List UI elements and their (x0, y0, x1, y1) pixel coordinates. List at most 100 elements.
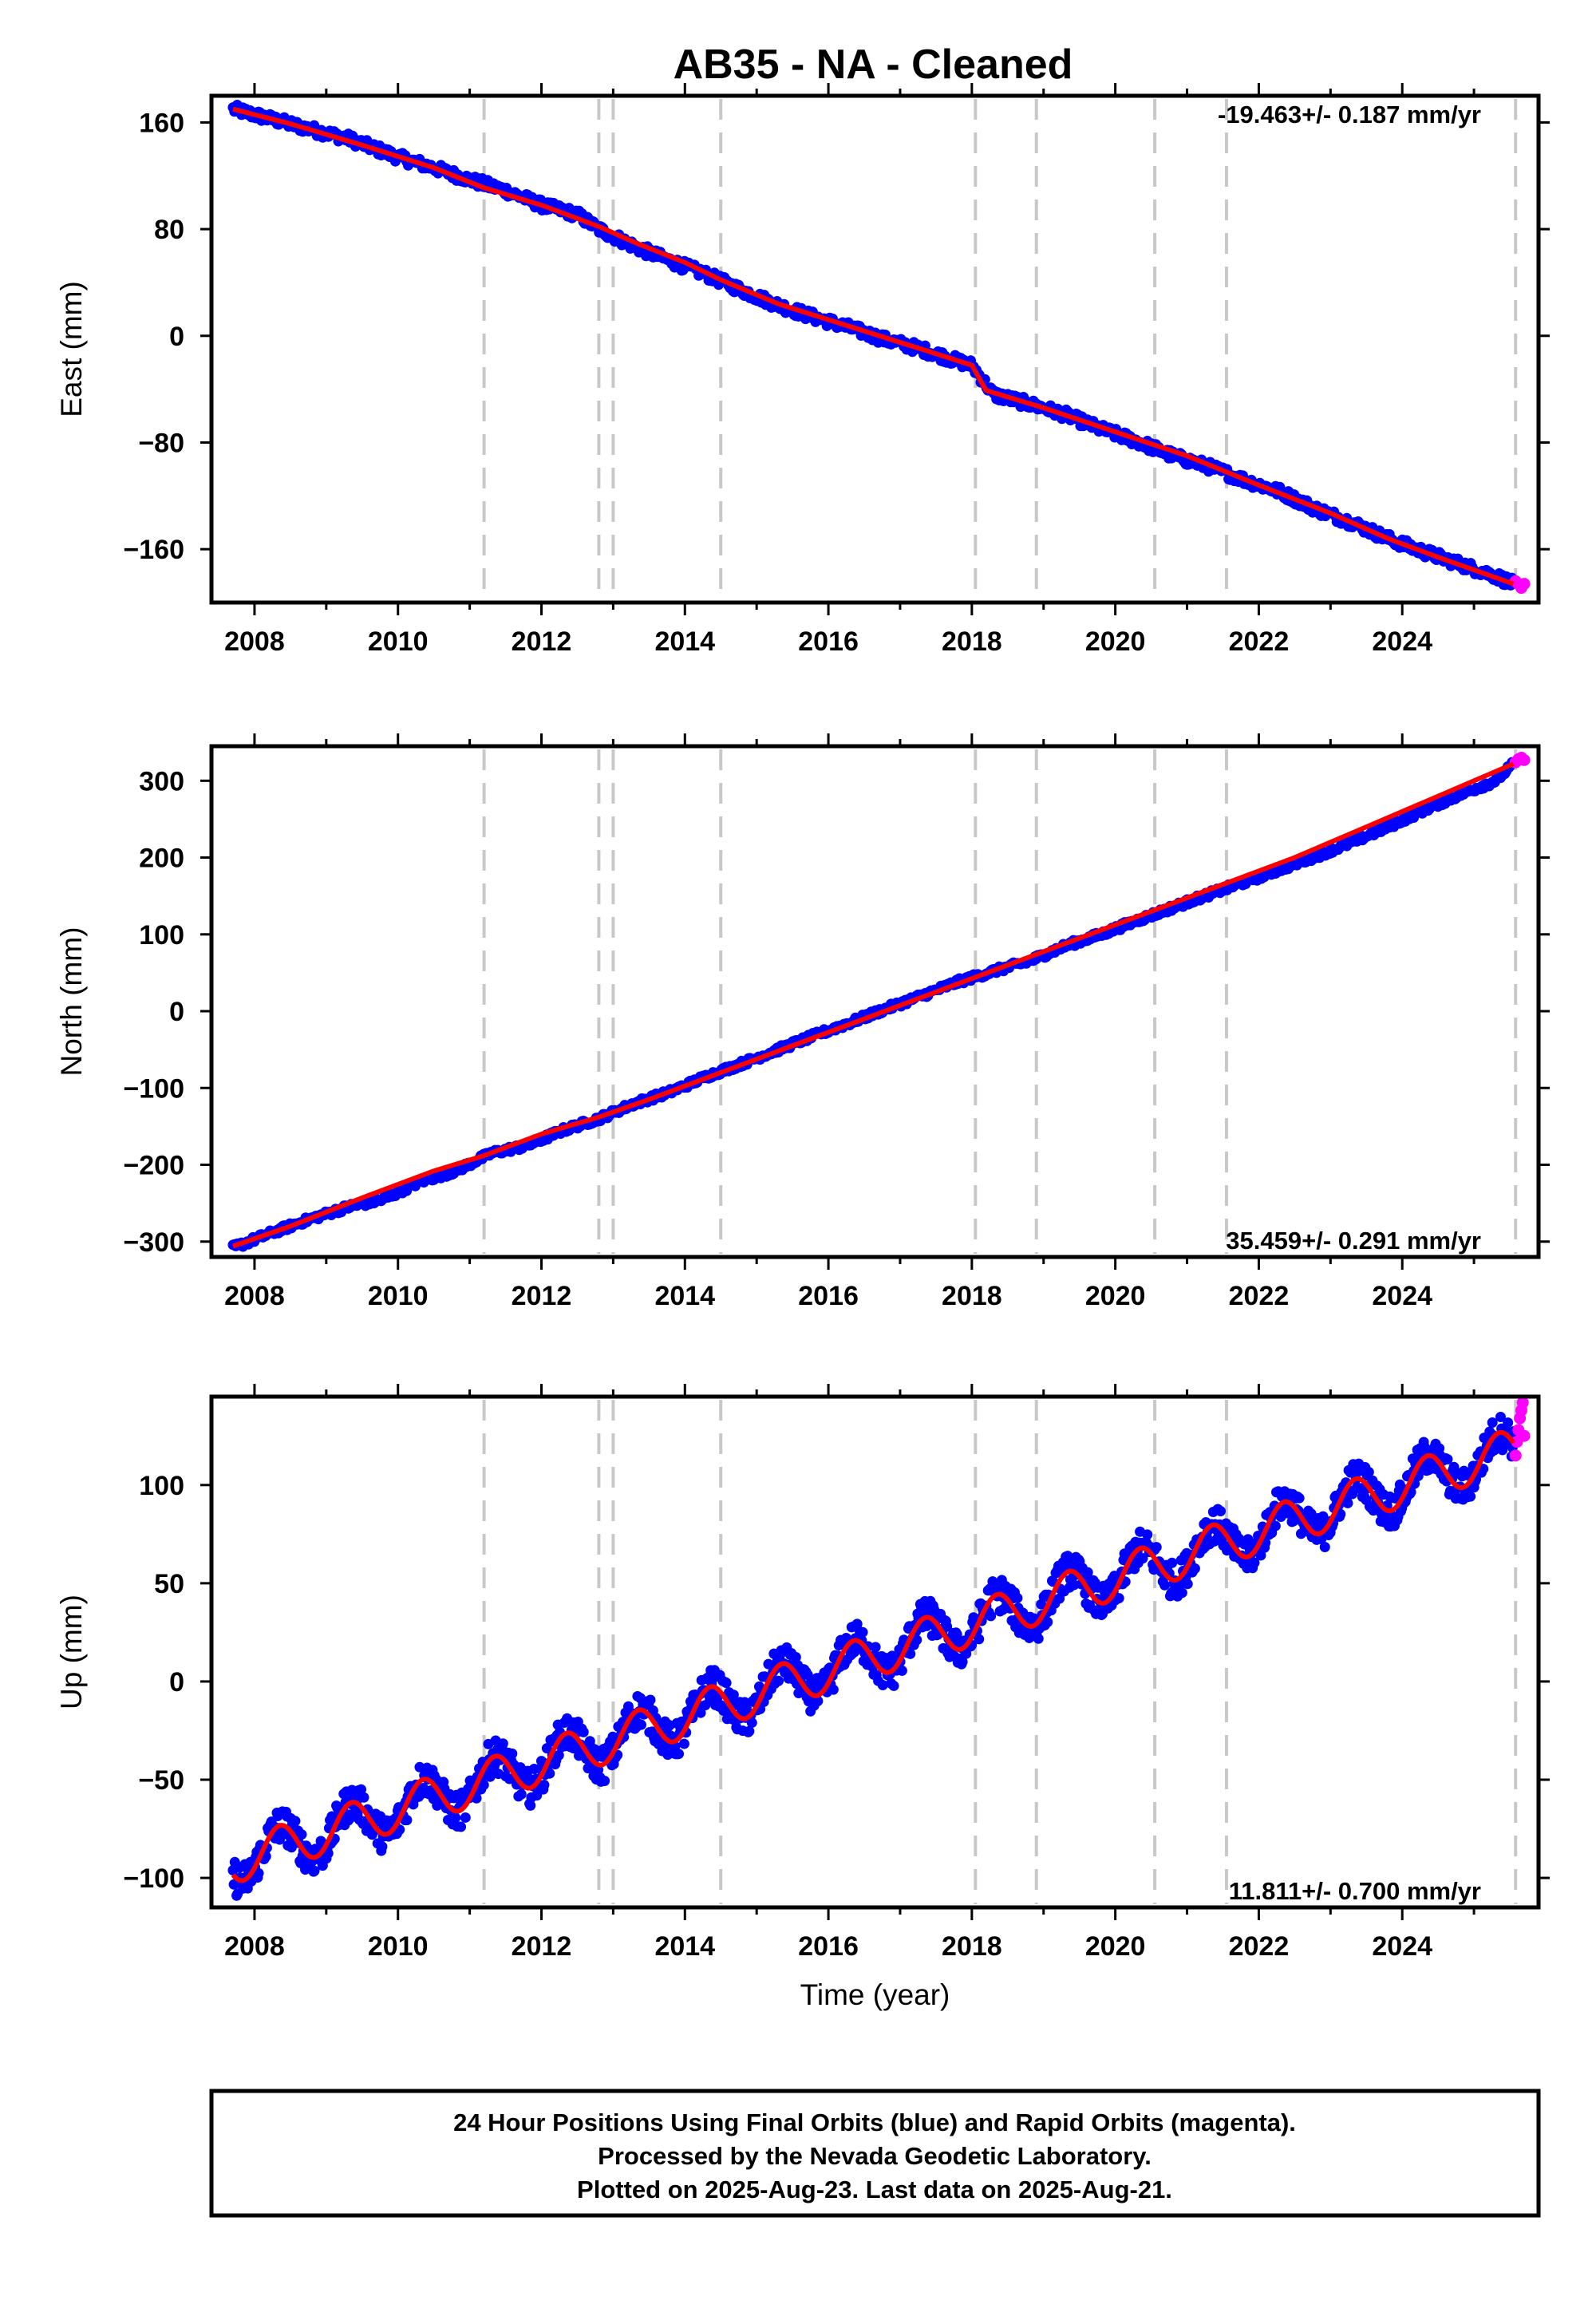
east-y-tick-label: 160 (139, 108, 184, 138)
up-final-point (1317, 1511, 1329, 1522)
east-y-tick-label: 80 (154, 215, 184, 245)
up-final-point (1151, 1542, 1162, 1553)
up-final-point (525, 1800, 536, 1811)
up-x-tick-label: 2024 (1372, 1931, 1432, 1962)
up-final-point (544, 1768, 555, 1779)
up-final-point (1159, 1579, 1171, 1591)
up-x-tick-label: 2010 (368, 1931, 429, 1962)
north-x-tick-label: 2014 (654, 1281, 715, 1311)
up-final-point (942, 1621, 953, 1632)
up-final-point (290, 1816, 301, 1827)
up-final-point (896, 1665, 907, 1676)
up-final-point (1442, 1453, 1453, 1464)
east-panel: −160 −80 0 80 160 2024 2022 2020 2018 2016 2014 201… (55, 83, 1550, 657)
up-final-point (1270, 1520, 1281, 1531)
east-x-tick-label: 2024 (1372, 626, 1432, 657)
up-final-point (911, 1634, 922, 1646)
up-final-point (1465, 1491, 1476, 1502)
up-final-point (744, 1725, 755, 1737)
up-final-point (356, 1784, 367, 1795)
north-panel: −300 −200 −100 0 100 200 300 2024 2022 2020 2018 20… (55, 733, 1550, 1311)
up-final-point (721, 1678, 732, 1689)
up-final-point (877, 1679, 888, 1690)
up-final-point (1176, 1587, 1187, 1599)
up-final-point (478, 1780, 489, 1791)
up-final-point (553, 1749, 564, 1761)
up-final-point (974, 1634, 985, 1645)
north-y-tick-label: −100 (123, 1073, 184, 1104)
up-final-point (645, 1694, 656, 1705)
east-x-tick-label: 2016 (798, 626, 859, 657)
east-model-line (232, 106, 1515, 587)
up-final-point (870, 1642, 881, 1653)
up-final-point (746, 1717, 757, 1729)
up-x-tick-label: 2022 (1229, 1931, 1290, 1962)
east-plot-frame (209, 93, 1541, 605)
north-y-tick-label: 300 (139, 766, 184, 796)
north-model-line (232, 761, 1515, 1249)
up-final-point (790, 1651, 801, 1662)
up-rate-label: 11.811+/- 0.700 mm/yr (1229, 1877, 1481, 1905)
up-x-tick-label: 2012 (512, 1931, 572, 1962)
east-x-tick-label: 2018 (942, 626, 1002, 657)
up-final-point (1294, 1492, 1305, 1504)
up-final-point (1182, 1579, 1193, 1590)
east-x-tick-label: 2022 (1229, 626, 1290, 657)
up-x-tick-label: 2018 (942, 1931, 1002, 1962)
up-final-point (1137, 1553, 1148, 1564)
up-final-point (1503, 1417, 1514, 1429)
north-y-axis-label: North (mm) (55, 927, 88, 1076)
north-x-tick-label: 2020 (1085, 1281, 1146, 1311)
up-final-point (253, 1867, 264, 1879)
up-final-point (322, 1848, 334, 1859)
footer-line-2: Processed by the Nevada Geodetic Laborat… (598, 2142, 1152, 2170)
up-y-tick-label: 100 (139, 1471, 184, 1501)
up-y-axis-label: Up (mm) (55, 1595, 88, 1709)
up-final-point (296, 1829, 307, 1840)
up-final-point (905, 1648, 916, 1659)
east-x-tick-label: 2014 (654, 626, 715, 657)
up-final-point (957, 1656, 968, 1667)
up-final-point (450, 1812, 461, 1824)
up-x-tick-label: 2008 (224, 1931, 285, 1962)
up-panel: −100 −50 0 50 100 2024 2022 2020 2018 2016 2014 201… (55, 1384, 1550, 2011)
up-rapid-point (1516, 1396, 1529, 1409)
up-y-tick-label: 50 (154, 1569, 184, 1599)
east-rate-label: -19.463+/- 0.187 mm/yr (1218, 101, 1481, 128)
north-x-tick-label: 2018 (942, 1281, 1002, 1311)
up-x-tick-label: 2020 (1085, 1931, 1146, 1962)
up-final-point (377, 1841, 388, 1852)
east-y-axis-label: East (mm) (55, 281, 88, 417)
up-final-point (1355, 1483, 1366, 1494)
up-final-point (504, 1773, 515, 1784)
up-final-point (497, 1738, 508, 1749)
up-final-point (986, 1611, 997, 1622)
figure-title: AB35 - NA - Cleaned (674, 41, 1073, 88)
up-final-point (1487, 1417, 1498, 1428)
up-final-point (951, 1629, 962, 1640)
up-final-point (636, 1719, 647, 1730)
up-final-point (851, 1618, 863, 1630)
up-final-point (401, 1815, 413, 1826)
up-final-point (674, 1749, 685, 1760)
up-final-point (1249, 1557, 1260, 1568)
up-rapid-point (1509, 1449, 1522, 1462)
east-x-tick-label: 2010 (368, 626, 429, 657)
up-final-point (1142, 1529, 1153, 1540)
up-final-point (1042, 1617, 1053, 1628)
up-final-point (516, 1788, 527, 1800)
up-final-point (460, 1812, 471, 1823)
north-y-tick-label: 100 (139, 920, 184, 951)
up-final-point (773, 1675, 784, 1686)
up-final-point (1495, 1411, 1506, 1422)
up-final-point (1189, 1563, 1200, 1574)
up-rapid-point (1518, 1429, 1531, 1442)
north-y-tick-label: 0 (169, 997, 184, 1027)
east-x-tick-label: 2020 (1085, 626, 1146, 657)
north-rapid-point (1518, 753, 1531, 766)
up-x-tick-label: 2016 (798, 1931, 859, 1962)
north-y-tick-label: −300 (123, 1227, 184, 1258)
up-final-point (1363, 1467, 1374, 1478)
